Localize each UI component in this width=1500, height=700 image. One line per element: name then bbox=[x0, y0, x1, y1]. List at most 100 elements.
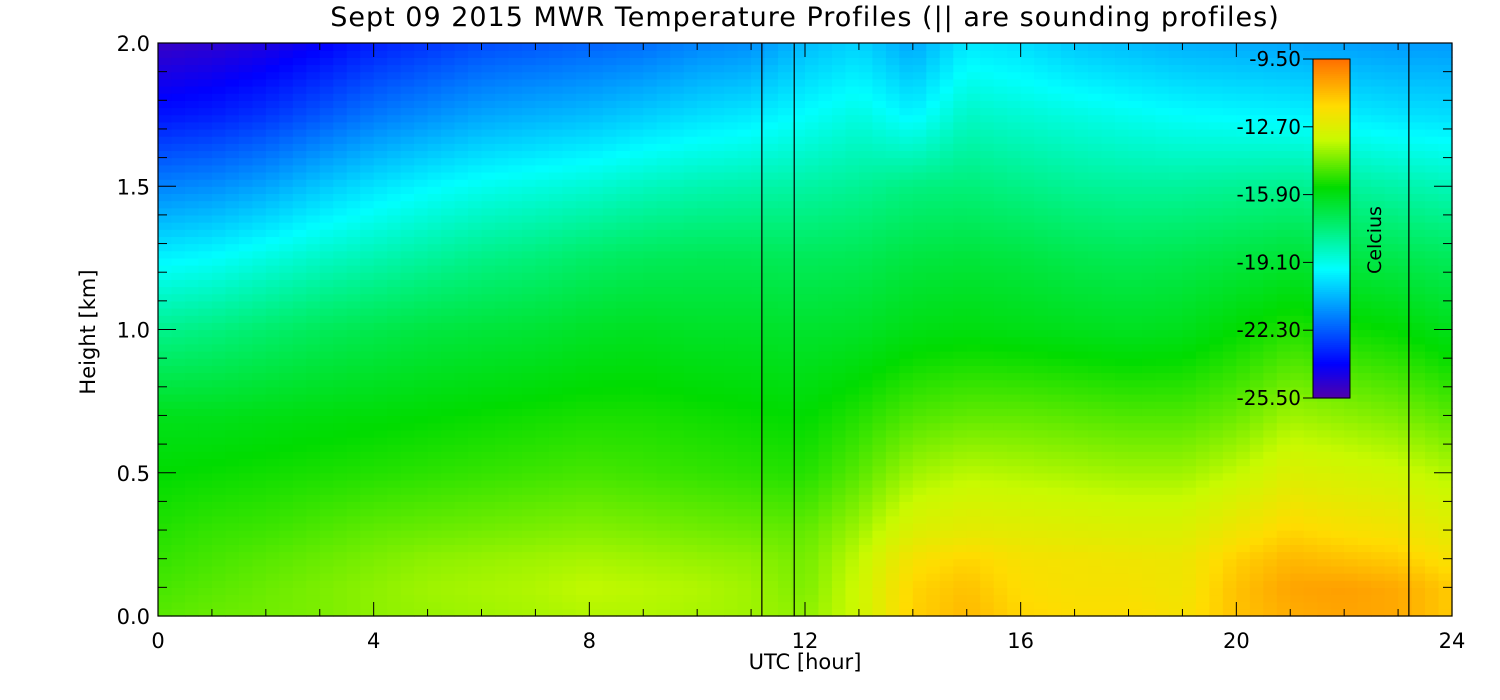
heatmap-cell bbox=[885, 250, 900, 259]
heatmap-cell bbox=[319, 487, 334, 495]
heatmap-cell bbox=[1357, 350, 1372, 359]
heatmap-cell bbox=[885, 594, 900, 603]
heatmap-cell bbox=[468, 444, 483, 452]
heatmap-cell bbox=[252, 286, 267, 295]
heatmap-cell bbox=[926, 408, 941, 417]
heatmap-cell bbox=[1128, 372, 1143, 381]
heatmap-cell bbox=[980, 558, 995, 567]
heatmap-cell bbox=[441, 537, 456, 545]
heatmap-cell bbox=[1047, 308, 1062, 316]
heatmap-cell bbox=[508, 415, 523, 424]
heatmap-cell bbox=[238, 300, 253, 309]
heatmap-cell bbox=[441, 308, 456, 316]
heatmap-cell bbox=[252, 565, 267, 574]
heatmap-cell bbox=[225, 565, 240, 574]
heatmap-cell bbox=[724, 587, 739, 596]
heatmap-cell bbox=[1141, 608, 1157, 617]
heatmap-cell bbox=[184, 515, 200, 524]
heatmap-cell bbox=[238, 487, 253, 495]
heatmap-cell bbox=[1236, 415, 1251, 424]
heatmap-cell bbox=[400, 594, 415, 603]
heatmap-cell bbox=[885, 479, 900, 488]
heatmap-cell bbox=[912, 379, 927, 388]
heatmap-cell bbox=[1168, 343, 1184, 352]
heatmap-cell bbox=[1357, 487, 1372, 495]
heatmap-cell bbox=[427, 530, 442, 538]
heatmap-cell bbox=[508, 465, 523, 474]
heatmap-cell bbox=[211, 515, 226, 524]
heatmap-cell bbox=[1276, 487, 1291, 495]
heatmap-cell bbox=[939, 479, 954, 488]
heatmap-cell bbox=[1303, 458, 1318, 467]
heatmap-cell bbox=[346, 551, 361, 560]
heatmap-cell bbox=[1398, 494, 1413, 502]
heatmap-cell bbox=[252, 558, 267, 567]
heatmap-cell bbox=[1168, 558, 1184, 567]
heatmap-cell bbox=[1249, 436, 1264, 445]
heatmap-cell bbox=[562, 372, 577, 381]
heatmap-cell bbox=[980, 465, 995, 474]
heatmap-cell bbox=[481, 451, 496, 460]
heatmap-cell bbox=[1290, 501, 1305, 510]
heatmap-cell bbox=[724, 501, 739, 510]
heatmap-cell bbox=[211, 350, 226, 359]
heatmap-cell bbox=[1182, 257, 1197, 266]
heatmap-cell bbox=[481, 308, 496, 316]
heatmap-cell bbox=[1168, 286, 1184, 295]
heatmap-cell bbox=[521, 522, 537, 531]
heatmap-cell bbox=[211, 601, 226, 610]
heatmap-cell bbox=[292, 530, 307, 538]
heatmap-cell bbox=[1276, 343, 1291, 352]
heatmap-cell bbox=[778, 573, 793, 581]
heatmap-cell bbox=[1290, 365, 1305, 374]
heatmap-cell bbox=[1411, 479, 1426, 488]
heatmap-cell bbox=[818, 472, 833, 481]
heatmap-cell bbox=[1303, 472, 1318, 481]
heatmap-cell bbox=[1317, 458, 1332, 467]
heatmap-cell bbox=[737, 336, 752, 345]
heatmap-cell bbox=[1411, 472, 1426, 481]
heatmap-cell bbox=[535, 436, 550, 445]
heatmap-cell bbox=[1425, 479, 1440, 488]
heatmap-cell bbox=[373, 286, 388, 295]
heatmap-cell bbox=[1357, 372, 1372, 381]
heatmap-cell bbox=[589, 365, 604, 374]
heatmap-cell bbox=[441, 286, 456, 295]
heatmap-cell bbox=[872, 587, 887, 596]
heatmap-cell bbox=[1222, 587, 1237, 596]
heatmap-cell bbox=[737, 573, 752, 581]
heatmap-cell bbox=[333, 451, 348, 460]
heatmap-cell bbox=[292, 365, 307, 374]
heatmap-cell bbox=[939, 272, 954, 280]
heatmap-cell bbox=[670, 515, 685, 524]
heatmap-cell bbox=[184, 429, 200, 438]
heatmap-cell bbox=[198, 522, 213, 531]
heatmap-cell bbox=[535, 465, 550, 474]
heatmap-cell bbox=[1088, 458, 1103, 467]
heatmap-cell bbox=[1088, 358, 1103, 366]
heatmap-cell bbox=[414, 537, 429, 545]
heatmap-cell bbox=[1384, 594, 1399, 603]
heatmap-cell bbox=[521, 429, 537, 438]
heatmap-cell bbox=[1371, 315, 1386, 323]
heatmap-cell bbox=[993, 293, 1008, 302]
heatmap-cell bbox=[764, 429, 779, 438]
heatmap-cell bbox=[953, 408, 968, 417]
heatmap-cell bbox=[319, 272, 334, 280]
heatmap-cell bbox=[346, 272, 361, 280]
heatmap-cell bbox=[494, 243, 510, 252]
heatmap-cell bbox=[292, 408, 307, 417]
heatmap-cell bbox=[468, 279, 483, 288]
heatmap-cell bbox=[1357, 315, 1372, 323]
heatmap-cell bbox=[1047, 265, 1062, 273]
heatmap-cell bbox=[791, 257, 806, 266]
heatmap-cell bbox=[1088, 350, 1103, 359]
heatmap-cell bbox=[656, 573, 671, 581]
heatmap-cell bbox=[454, 508, 469, 517]
heatmap-cell bbox=[939, 350, 954, 359]
heatmap-cell bbox=[1155, 401, 1170, 409]
heatmap-cell bbox=[818, 565, 833, 574]
heatmap-cell bbox=[1128, 451, 1143, 460]
heatmap-cell bbox=[400, 530, 415, 538]
heatmap-cell bbox=[1101, 601, 1116, 610]
